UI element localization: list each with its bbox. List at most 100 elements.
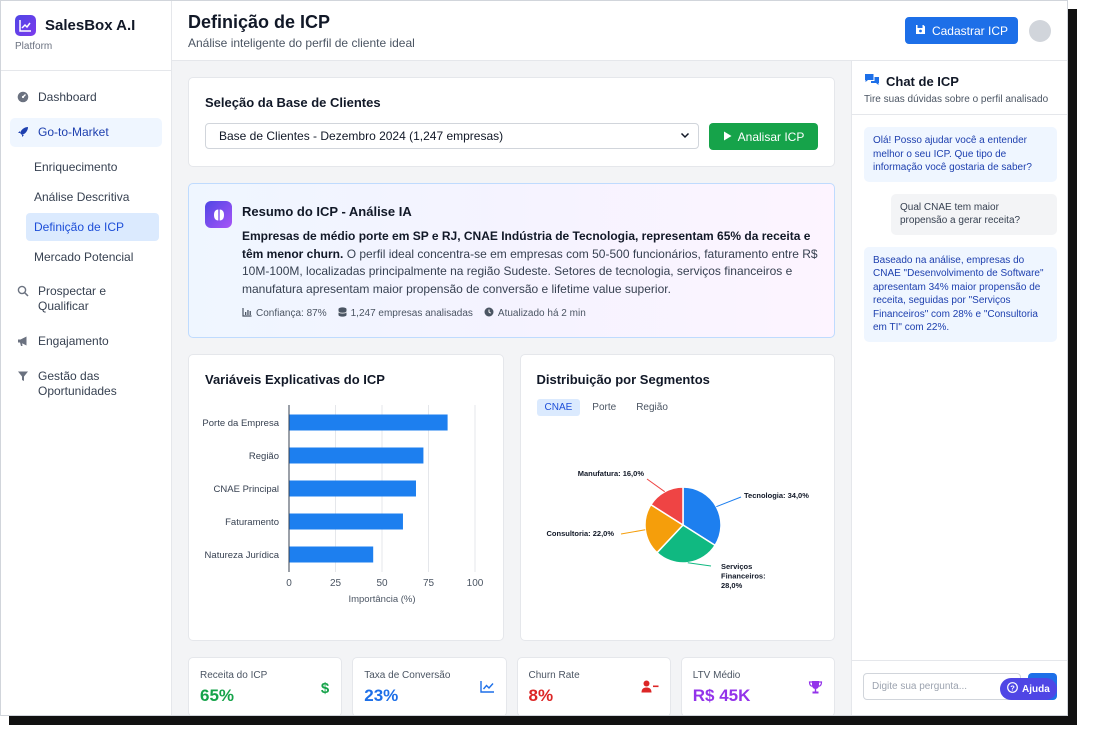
segment-distribution-card: Distribuição por Segmentos CNAE Porte Re… — [519, 354, 835, 641]
trend-chart-icon — [479, 680, 495, 696]
tab-cnae[interactable]: CNAE — [536, 399, 581, 416]
slice-label: Financeiros: — [721, 572, 766, 581]
kpi-value: 8% — [528, 686, 554, 705]
save-icon — [915, 24, 926, 38]
kpi-label: LTV Médio — [692, 670, 741, 681]
kpi-value: R$ 45K — [692, 686, 751, 705]
gauge-icon — [17, 90, 29, 104]
tab-regiao[interactable]: Região — [636, 402, 668, 413]
feature-importance-card: Variáveis Explicativas do ICP 0 25 50 75 100… — [188, 354, 504, 641]
x-tick-label: 75 — [423, 578, 435, 589]
kpi-value: 23% — [364, 686, 399, 705]
bar — [289, 414, 448, 431]
brand-name: SalesBox A.I — [45, 17, 136, 34]
sidebar-item-label: Dashboard — [38, 90, 97, 104]
chat-panel: Chat de ICP Tire suas dúvidas sobre o pe… — [851, 61, 1067, 715]
category-label: CNAE Principal — [214, 484, 279, 495]
bar — [289, 480, 416, 497]
kpi-conversao: Taxa de Conversão 23% — [352, 657, 507, 715]
brand-subtitle: Platform — [15, 41, 53, 52]
icp-summary-text: Empresas de médio porte em SP e RJ, CNAE… — [242, 228, 818, 298]
base-select-value: Base de Clientes - Dezembro 2024 (1,247 … — [219, 129, 504, 143]
sidebar-item-go-to-market[interactable]: Go-to-Market — [10, 118, 162, 147]
sidebar-item-label: Engajamento — [38, 334, 109, 348]
x-tick-label: 25 — [330, 578, 342, 589]
bar — [289, 513, 403, 530]
bar-chart-icon — [242, 307, 252, 320]
icp-summary-title: Resumo do ICP - Análise IA — [242, 204, 412, 219]
sidebar-subitem-mercado-potencial[interactable]: Mercado Potencial — [34, 250, 134, 264]
content: Seleção da Base de Clientes Base de Clie… — [172, 61, 851, 715]
page-header: Definição de ICP Análise inteligente do … — [172, 1, 1067, 61]
slice-leader-line — [646, 478, 665, 493]
kpi-value: 65% — [200, 686, 235, 705]
analisar-icp-label: Analisar ICP — [737, 129, 805, 144]
kpi-label: Receita do ICP — [200, 670, 268, 681]
brand: SalesBox A.I Platform — [1, 1, 171, 71]
sidebar-subitem-definicao-icp[interactable]: Definição de ICP — [26, 213, 159, 241]
category-label: Região — [249, 451, 279, 462]
sidebar-item-engajamento[interactable]: Engajamento — [10, 327, 162, 356]
base-selection-title: Seleção da Base de Clientes — [205, 95, 381, 110]
sidebar-item-dashboard[interactable]: Dashboard — [10, 83, 162, 112]
feature-importance-chart: 0 25 50 75 100 Porte da Empresa Região CNAE Pri… — [202, 405, 484, 605]
x-tick-label: 0 — [286, 578, 292, 589]
cadastrar-icp-button[interactable]: Cadastrar ICP — [904, 17, 1018, 44]
cadastrar-icp-label: Cadastrar ICP — [931, 23, 1008, 38]
kpi-row: Receita do ICP 65% $ Taxa de Conversão 2… — [188, 657, 835, 715]
brain-icon — [205, 201, 232, 228]
play-icon — [723, 130, 732, 144]
svg-text:?: ? — [1010, 683, 1015, 692]
slice-label: Tecnologia: 34,0% — [744, 491, 809, 500]
sidebar-subitem-enriquecimento[interactable]: Enriquecimento — [34, 160, 118, 174]
dollar-icon: $ — [320, 680, 330, 698]
kpi-ltv: LTV Médio R$ 45K — [680, 657, 835, 715]
segment-distribution-title: Distribuição por Segmentos — [536, 372, 710, 387]
base-select[interactable]: Base de Clientes - Dezembro 2024 (1,247 … — [205, 123, 699, 149]
trophy-icon — [808, 680, 823, 697]
chat-message-bot: Baseado na análise, empresas do CNAE "De… — [864, 246, 1057, 342]
updated-text: Atualizado há 2 min — [497, 308, 586, 319]
page-title: Definição de ICP — [188, 11, 331, 32]
sidebar-item-prospectar[interactable]: Prospectar e Qualificar — [10, 277, 162, 321]
chat-message-user: Qual CNAE tem maior propensão a gerar re… — [891, 193, 1057, 235]
category-label: Natureza Jurídica — [205, 550, 280, 561]
pie-slice — [655, 524, 716, 564]
slice-leader-line — [620, 529, 645, 535]
chat-input[interactable]: Digite sua pergunta... — [863, 673, 1021, 700]
pie-slice — [649, 486, 684, 527]
chat-message-bot: Olá! Posso ajudar você a entender melhor… — [864, 127, 1057, 182]
icp-summary-card: Resumo do ICP - Análise IA Empresas de m… — [188, 183, 835, 338]
user-minus-icon — [641, 680, 659, 696]
chart-line-icon — [15, 15, 36, 36]
slice-leader-line — [687, 562, 711, 567]
rocket-icon — [17, 125, 29, 139]
sidebar-item-oportunidades[interactable]: Gestão das Oportunidades — [10, 362, 162, 406]
main-nav: Dashboard Go-to-Market Enriquecimento An… — [1, 71, 171, 406]
chat-bubbles-icon — [864, 73, 880, 89]
tab-porte[interactable]: Porte — [592, 402, 617, 413]
slice-label: Manufatura: 16,0% — [577, 469, 644, 478]
sidebar: SalesBox A.I Platform Dashboard Go-to-Ma… — [1, 1, 172, 715]
feature-importance-title: Variáveis Explicativas do ICP — [205, 372, 385, 387]
category-label: Porte da Empresa — [202, 418, 279, 429]
icp-summary-body: O perfil ideal concentra-se em empresas … — [242, 246, 818, 296]
slice-label: Consultoria: 22,0% — [546, 529, 614, 538]
companies-text: 1,247 empresas analisadas — [350, 308, 473, 319]
sidebar-item-label: Prospectar e Qualificar — [38, 284, 107, 313]
category-label: Faturamento — [225, 517, 279, 528]
icp-summary-highlight: Empresas de médio porte em SP e RJ, CNAE… — [242, 229, 811, 261]
database-icon — [337, 307, 347, 320]
sidebar-subitem-analise-descritiva[interactable]: Análise Descritiva — [34, 190, 130, 204]
avatar[interactable] — [1029, 19, 1051, 42]
analisar-icp-button[interactable]: Analisar ICP — [709, 123, 818, 150]
clock-icon — [484, 307, 494, 320]
help-button[interactable]: ? Ajuda — [1000, 678, 1057, 700]
segment-pie-chart: Tecnologia: 34,0% ServiçosFinanceiros:28,… — [546, 469, 809, 590]
kpi-churn: Churn Rate 8% — [516, 657, 671, 715]
funnel-icon — [17, 369, 29, 383]
slice-label: Serviços — [721, 562, 752, 571]
chat-messages: Olá! Posso ajudar você a entender melhor… — [852, 115, 1067, 660]
chat-subtitle: Tire suas dúvidas sobre o perfil analisa… — [864, 94, 1049, 105]
megaphone-icon — [17, 334, 29, 348]
